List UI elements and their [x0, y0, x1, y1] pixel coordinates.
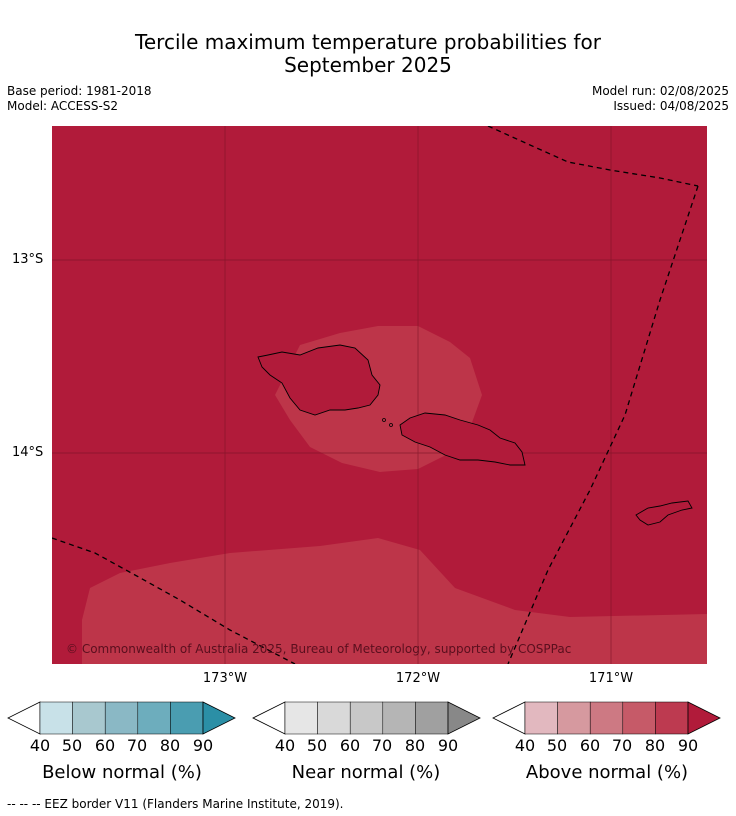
map-title: Tercile maximum temperature probabilitie…	[0, 31, 736, 77]
island-tutuila	[635, 500, 693, 526]
colorbar-extend-low	[492, 701, 526, 735]
tick: 80	[159, 736, 181, 755]
tick: 80	[404, 736, 426, 755]
colorbar-swatch	[137, 701, 171, 735]
tick: 90	[677, 736, 699, 755]
islet	[382, 418, 386, 422]
colorbar-swatch	[524, 701, 558, 735]
colorbar-swatch	[557, 701, 591, 735]
colorbar-swatch	[589, 701, 624, 735]
colorbar-extend-low	[252, 701, 286, 735]
colorbar-swatch	[170, 701, 204, 735]
tick: 60	[339, 736, 361, 755]
probability-patch-south	[82, 538, 707, 664]
meta-right: Model run: 02/08/2025 Issued: 04/08/2025	[592, 84, 729, 114]
colorbar-above	[492, 701, 722, 735]
tick: 90	[437, 736, 459, 755]
island-upolu	[399, 412, 526, 466]
tick: 40	[514, 736, 536, 755]
islet	[389, 423, 393, 427]
tick: 90	[192, 736, 214, 755]
tick: 40	[274, 736, 296, 755]
colorbar-swatch	[415, 701, 449, 735]
colorbar-swatch	[382, 701, 416, 735]
title-line-2: September 2025	[284, 53, 452, 77]
colorbar-above-label: Above normal (%)	[525, 762, 689, 783]
tick: 60	[94, 736, 116, 755]
copyright-notice: © Commonwealth of Australia 2025, Bureau…	[66, 642, 572, 656]
colorbar-swatch	[349, 701, 384, 735]
colorbar-below-label: Below normal (%)	[42, 762, 202, 783]
colorbar-near-label: Near normal (%)	[291, 762, 441, 783]
island-savaii	[257, 344, 381, 416]
tick: 50	[61, 736, 83, 755]
lat-label-14s: 14°S	[12, 445, 44, 460]
tick: 70	[126, 736, 148, 755]
colorbar-extend-high	[202, 701, 236, 735]
colorbar-near-swatches	[252, 701, 481, 735]
colorbar-swatch	[655, 701, 689, 735]
colorbar-swatch	[39, 701, 73, 735]
graticule	[52, 126, 707, 664]
lon-label-173w: 173°W	[202, 671, 248, 686]
tick: 40	[29, 736, 51, 755]
colorbar-swatch	[622, 701, 656, 735]
colorbar-swatch	[104, 701, 139, 735]
lon-label-172w: 172°W	[395, 671, 441, 686]
lon-label-171w: 171°W	[588, 671, 634, 686]
colorbar-extend-high	[687, 701, 721, 735]
tick: 70	[611, 736, 633, 755]
issued-date: Issued: 04/08/2025	[613, 99, 729, 113]
colorbar-swatch	[72, 701, 106, 735]
colorbar-near	[252, 701, 482, 735]
colorbar-swatch	[284, 701, 318, 735]
colorbar-extend-low	[7, 701, 41, 735]
colorbar-swatch	[317, 701, 351, 735]
colorbar-below-swatches	[7, 701, 236, 735]
colorbar-above-swatches	[492, 701, 721, 735]
tick: 70	[371, 736, 393, 755]
tick: 50	[306, 736, 328, 755]
model-name: Model: ACCESS-S2	[7, 99, 119, 113]
tick: 60	[579, 736, 601, 755]
tick: 50	[546, 736, 568, 755]
title-line-1: Tercile maximum temperature probabilitie…	[135, 30, 601, 54]
model-run: Model run: 02/08/2025	[591, 84, 729, 98]
lat-label-13s: 13°S	[12, 252, 44, 267]
base-period: Base period: 1981-2018	[7, 84, 152, 98]
colorbar-below	[7, 701, 237, 735]
footnote: -- -- -- EEZ border V11 (Flanders Marine…	[7, 797, 344, 811]
tick: 80	[644, 736, 666, 755]
meta-left: Base period: 1981-2018 Model: ACCESS-S2	[7, 84, 152, 114]
colorbar-extend-high	[447, 701, 481, 735]
eez-border	[52, 126, 699, 664]
